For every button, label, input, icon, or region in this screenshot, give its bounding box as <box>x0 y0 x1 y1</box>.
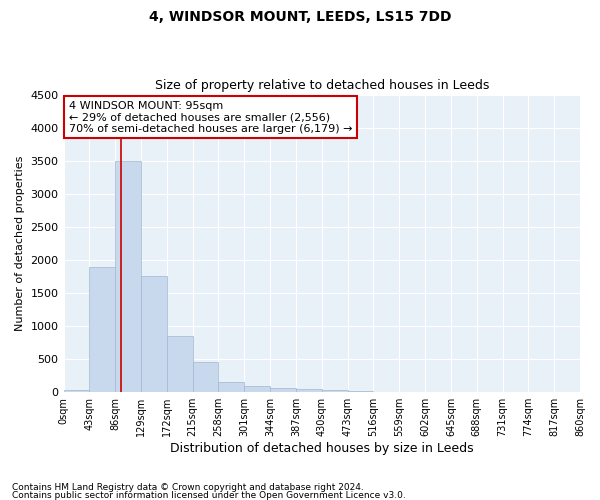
Bar <box>296 388 322 392</box>
Bar <box>193 362 218 392</box>
Text: Contains HM Land Registry data © Crown copyright and database right 2024.: Contains HM Land Registry data © Crown c… <box>12 483 364 492</box>
Text: Contains public sector information licensed under the Open Government Licence v3: Contains public sector information licen… <box>12 490 406 500</box>
Bar <box>64 390 89 392</box>
Bar <box>115 160 141 392</box>
Bar <box>218 382 244 392</box>
Bar <box>167 336 193 392</box>
Bar <box>244 386 270 392</box>
X-axis label: Distribution of detached houses by size in Leeds: Distribution of detached houses by size … <box>170 442 473 455</box>
Bar <box>347 391 373 392</box>
Text: 4 WINDSOR MOUNT: 95sqm
← 29% of detached houses are smaller (2,556)
70% of semi-: 4 WINDSOR MOUNT: 95sqm ← 29% of detached… <box>69 100 352 134</box>
Bar <box>270 388 296 392</box>
Y-axis label: Number of detached properties: Number of detached properties <box>15 156 25 331</box>
Bar <box>89 266 115 392</box>
Bar <box>141 276 167 392</box>
Bar <box>322 390 347 392</box>
Text: 4, WINDSOR MOUNT, LEEDS, LS15 7DD: 4, WINDSOR MOUNT, LEEDS, LS15 7DD <box>149 10 451 24</box>
Title: Size of property relative to detached houses in Leeds: Size of property relative to detached ho… <box>155 79 489 92</box>
